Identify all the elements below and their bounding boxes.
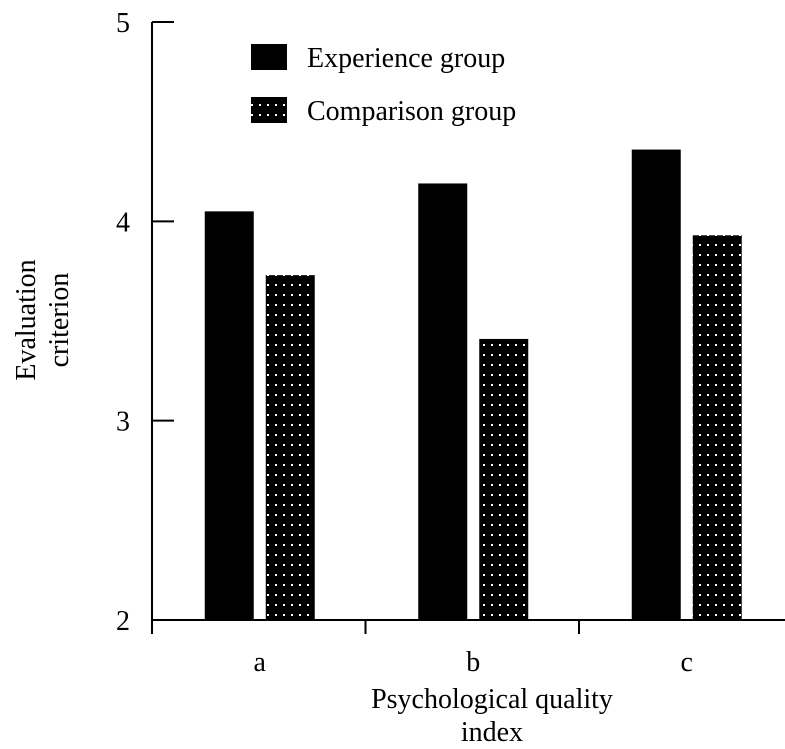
legend: Experience group Comparison group <box>251 43 516 127</box>
legend-swatch-experience-group <box>251 44 287 70</box>
y-tick-label: 2 <box>116 606 130 637</box>
legend-label-comparison-group: Comparison group <box>307 96 516 127</box>
y-tick-label: 5 <box>116 8 130 39</box>
x-axis-label-line-1: Psychological quality <box>371 684 613 715</box>
y-axis-label-line-2: criterion <box>44 273 75 368</box>
x-axis: a b c <box>151 619 785 678</box>
bar-experience-group-b <box>418 183 468 620</box>
x-tick-label: a <box>254 647 267 678</box>
bar-experience-group-c <box>631 149 681 620</box>
x-tick-label: c <box>681 647 693 678</box>
legend-swatch-comparison-group <box>251 97 287 123</box>
y-tick-label: 3 <box>116 407 130 438</box>
y-tick-label: 4 <box>116 207 130 238</box>
bars <box>204 149 742 620</box>
bar-experience-group-a <box>204 211 254 620</box>
x-axis-label-line-2: index <box>461 717 523 748</box>
y-axis-label-line-1: Evaluation <box>11 259 42 380</box>
bar-comparison-group-c <box>692 235 742 620</box>
bar-comparison-group-a <box>265 275 315 620</box>
legend-label-experience-group: Experience group <box>307 43 505 74</box>
x-tick-label: b <box>466 647 480 678</box>
y-axis: 2 3 4 5 <box>116 8 174 637</box>
bar-comparison-group-b <box>479 338 529 620</box>
